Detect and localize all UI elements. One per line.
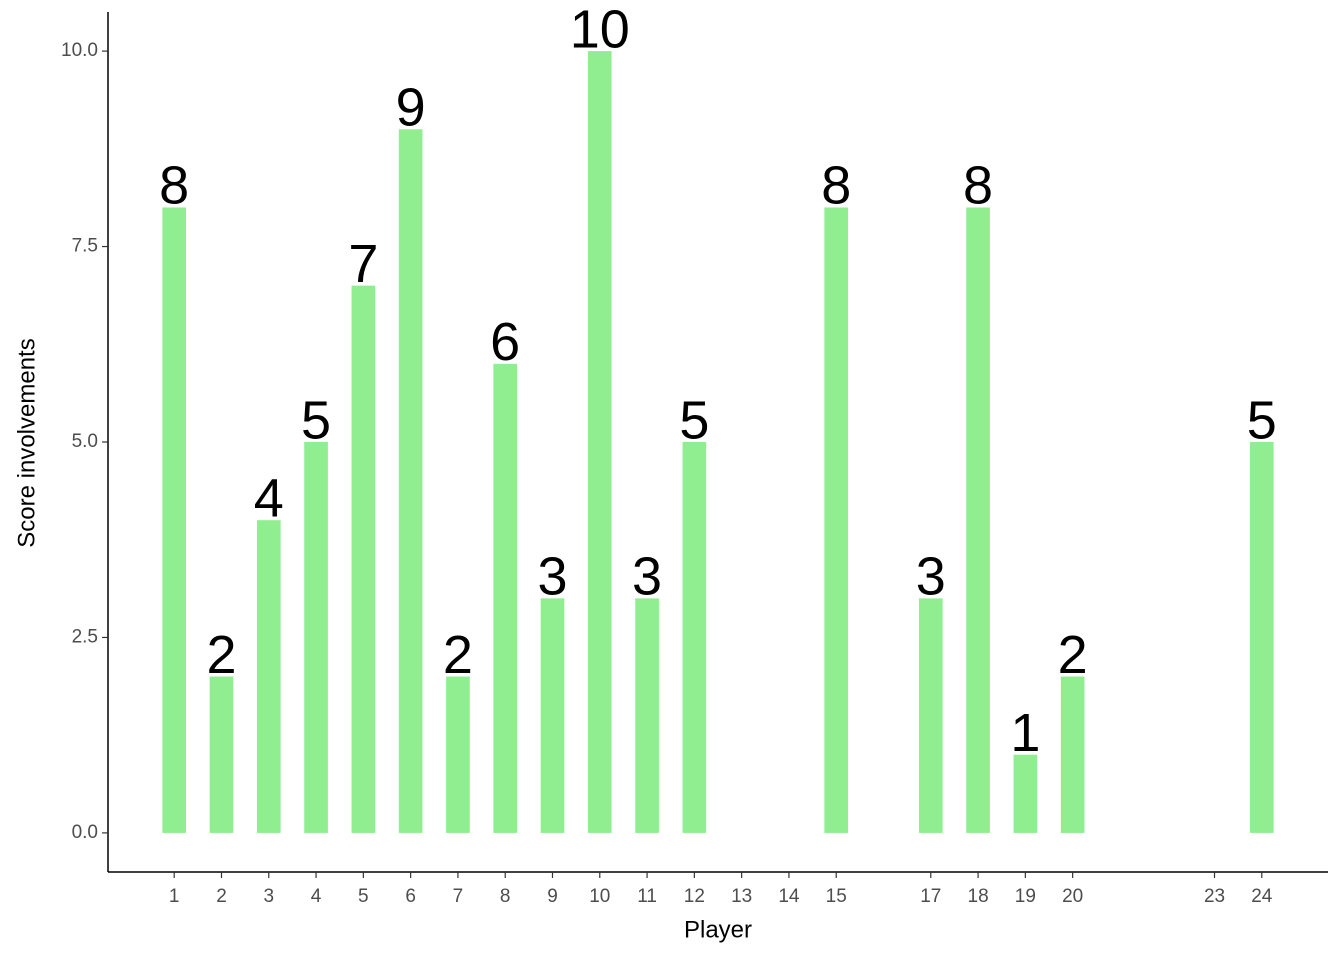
x-tick-label: 24	[1251, 886, 1273, 907]
y-tick-label: 5.0	[72, 431, 98, 452]
x-tick-label: 6	[405, 886, 416, 907]
bar	[398, 129, 423, 833]
x-tick-label: 13	[731, 886, 752, 907]
value-label: 3	[537, 547, 567, 607]
x-tick-label: 10	[589, 886, 610, 907]
value-label: 5	[1247, 390, 1277, 450]
x-tick-label: 18	[968, 886, 989, 907]
x-tick-label: 5	[358, 886, 369, 907]
bar	[493, 363, 518, 833]
x-tick-label: 7	[453, 886, 464, 907]
value-label: 1	[1010, 703, 1040, 763]
value-label: 8	[821, 156, 851, 216]
bar	[1060, 676, 1085, 833]
bar	[446, 676, 470, 833]
x-tick-label: 1	[169, 886, 180, 907]
x-tick-label: 3	[263, 886, 274, 907]
bar	[540, 598, 565, 833]
bar	[587, 51, 612, 833]
value-label: 4	[254, 468, 284, 528]
x-tick-label: 9	[547, 886, 558, 907]
bar	[256, 520, 281, 833]
bar	[209, 676, 234, 833]
value-label: 5	[301, 390, 331, 450]
value-label: 2	[443, 625, 473, 685]
x-tick-label: 8	[500, 886, 511, 907]
y-tick-label: 7.5	[72, 236, 98, 257]
x-tick-label: 15	[826, 886, 847, 907]
value-label: 7	[348, 234, 378, 294]
value-label: 2	[206, 625, 236, 685]
x-tick-label: 12	[684, 886, 705, 907]
x-tick-label: 19	[1015, 886, 1036, 907]
bar	[824, 207, 849, 833]
x-tick-label: 23	[1204, 886, 1225, 907]
bar	[351, 285, 376, 833]
bar	[162, 207, 187, 833]
y-tick-label: 10.0	[61, 40, 98, 61]
x-tick-label: 4	[311, 886, 322, 907]
value-label: 3	[632, 547, 662, 607]
bar	[682, 442, 707, 833]
x-tick-label: 17	[920, 886, 941, 907]
x-tick-label: 11	[637, 886, 657, 907]
value-label: 5	[679, 390, 709, 450]
value-label: 10	[570, 0, 630, 59]
y-tick-label: 2.5	[72, 626, 98, 647]
x-tick-label: 14	[778, 886, 800, 907]
bar	[966, 207, 990, 833]
value-label: 2	[1058, 625, 1088, 685]
x-tick-label: 20	[1062, 886, 1083, 907]
x-axis-title: Player	[684, 916, 752, 943]
bar	[635, 598, 659, 833]
x-tick-label: 2	[216, 886, 227, 907]
value-label: 3	[916, 547, 946, 607]
bar	[1013, 754, 1038, 833]
bar	[918, 598, 943, 833]
value-label: 9	[396, 78, 426, 138]
value-label: 8	[159, 156, 189, 216]
bar	[1249, 442, 1274, 833]
bar	[304, 442, 328, 833]
value-label: 6	[490, 312, 520, 372]
value-label: 8	[963, 156, 993, 216]
y-axis-title: Score involvements	[13, 338, 40, 547]
y-tick-label: 0.0	[72, 822, 98, 843]
